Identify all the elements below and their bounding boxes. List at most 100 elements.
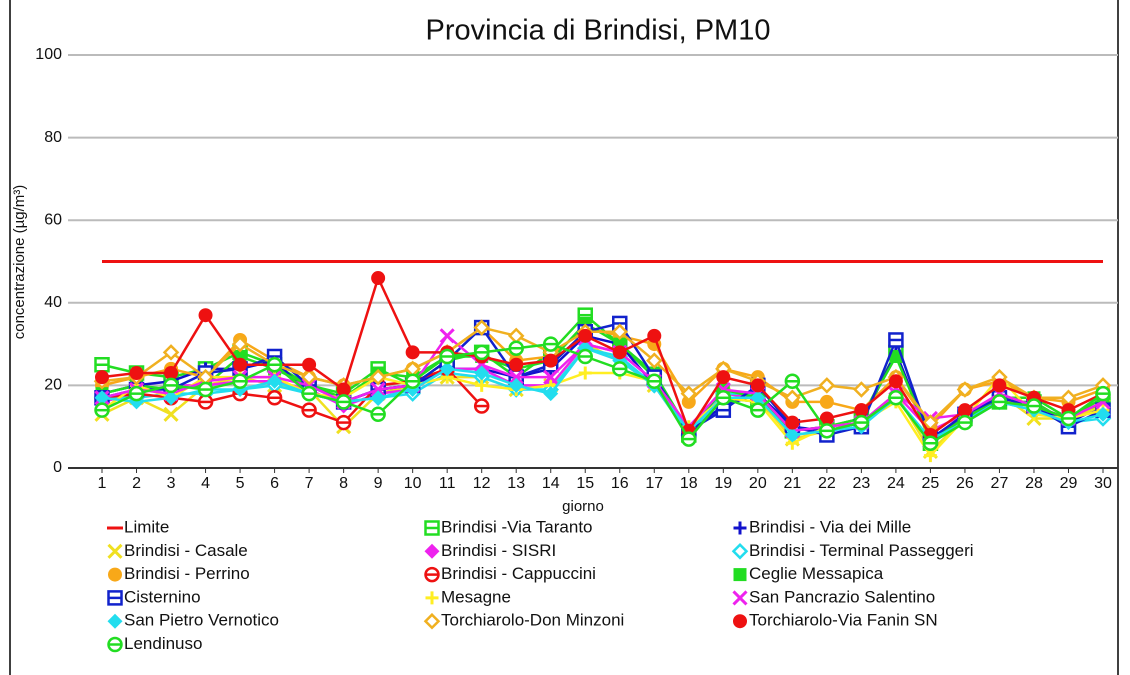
data-point	[163, 390, 179, 406]
marker-shape	[231, 335, 249, 353]
marker-shape	[473, 319, 490, 336]
marker-shape	[508, 377, 524, 393]
data-point	[612, 345, 627, 360]
data-point	[439, 328, 455, 344]
x-tick-label: 27	[991, 475, 1009, 492]
data-point	[750, 378, 765, 393]
marker-shape	[543, 386, 559, 402]
data-point	[819, 423, 835, 439]
data-point	[266, 390, 283, 406]
x-tick-label: 2	[132, 475, 141, 492]
x-tick-label: 29	[1060, 475, 1078, 492]
legend-symbol	[107, 636, 123, 653]
data-point	[232, 373, 248, 390]
marker-shape	[732, 590, 748, 606]
data-point	[818, 377, 836, 394]
marker-shape	[163, 390, 179, 406]
data-point	[404, 373, 421, 390]
data-point	[750, 402, 766, 418]
legend-item: Cisternino	[107, 587, 201, 606]
x-tick-label: 8	[339, 475, 348, 492]
data-point	[612, 361, 628, 377]
marker-shape	[819, 411, 834, 426]
legend-item: Brindisi - Terminal Passeggeri	[731, 541, 974, 560]
x-tick-label: 3	[167, 475, 176, 492]
data-point	[957, 403, 972, 418]
x-tick-label: 12	[473, 475, 491, 492]
data-point	[266, 357, 283, 373]
data-point	[197, 394, 214, 410]
data-point	[336, 382, 351, 397]
legend-label: Limite	[124, 517, 169, 536]
data-point	[956, 381, 974, 398]
x-tick-label: 19	[714, 475, 732, 492]
y-tick-label: 40	[44, 294, 62, 311]
legend-item: Brindisi - SISRI	[424, 541, 556, 560]
marker-shape	[371, 271, 386, 286]
legend-symbol	[424, 566, 440, 583]
legend-symbol	[107, 543, 123, 559]
marker-shape	[646, 352, 663, 369]
data-point	[819, 411, 834, 426]
data-point	[680, 385, 698, 402]
x-tick-label: 10	[404, 475, 422, 492]
x-tick-label: 30	[1094, 475, 1112, 492]
marker-shape	[578, 328, 593, 343]
data-point	[991, 394, 1008, 410]
data-point	[750, 390, 766, 406]
marker-shape	[854, 403, 869, 418]
data-point	[992, 378, 1007, 393]
legend-item: Torchiarolo-Via Fanin SN	[733, 611, 938, 630]
marker-shape	[750, 390, 766, 406]
chart-title: Provincia di Brindisi, PM10	[426, 15, 771, 47]
x-tick-label: 26	[956, 475, 974, 492]
marker-shape	[508, 369, 524, 385]
marker-shape	[370, 381, 386, 398]
marker-shape	[164, 366, 179, 381]
legend-label: Brindisi - Perrino	[124, 564, 250, 583]
x-tick-label: 24	[887, 475, 905, 492]
data-point	[439, 348, 455, 365]
legend-label: Torchiarolo-Don Minzoni	[441, 611, 624, 630]
marker-shape	[474, 365, 490, 381]
legend-item: Brindisi -Via Taranto	[424, 517, 593, 536]
legend-symbol	[424, 543, 440, 559]
data-point	[301, 402, 317, 418]
legend: Limite Brindisi -Via Taranto Brindisi - Vi…	[107, 517, 974, 653]
marker-shape	[108, 567, 122, 582]
legend-label: Brindisi - Casale	[124, 541, 248, 560]
data-point	[715, 402, 732, 418]
x-axis-label: giorno	[562, 498, 604, 515]
y-tick-label: 100	[35, 46, 62, 63]
x-tick-label: 1	[98, 475, 107, 492]
data-point	[611, 323, 629, 340]
legend-item: Mesagne	[425, 587, 511, 606]
legend-item: San Pietro Vernotico	[107, 611, 279, 630]
y-tick-label: 60	[44, 211, 62, 228]
legend-symbol	[733, 614, 747, 629]
marker-shape	[733, 614, 747, 629]
marker-shape	[423, 612, 441, 630]
marker-shape	[733, 568, 747, 582]
marker-shape	[425, 591, 439, 605]
marker-shape	[853, 381, 870, 398]
legend-item: Brindisi - Casale	[107, 541, 248, 560]
data-point	[163, 406, 179, 422]
marker-shape	[1095, 406, 1111, 422]
data-point	[369, 368, 387, 386]
marker-shape	[731, 543, 749, 560]
data-point	[1095, 406, 1111, 422]
legend-label: Brindisi - Cappuccini	[441, 564, 596, 583]
data-point	[95, 370, 109, 385]
data-point	[957, 414, 973, 431]
data-point	[1095, 385, 1111, 402]
data-point	[370, 381, 386, 398]
legend-label: Ceglie Messapica	[749, 564, 884, 583]
data-point	[647, 328, 662, 343]
legend-symbol	[733, 568, 747, 582]
data-point	[474, 365, 490, 381]
data-point	[335, 414, 352, 431]
x-tick-label: 14	[542, 475, 560, 492]
x-tick-label: 11	[439, 475, 456, 492]
